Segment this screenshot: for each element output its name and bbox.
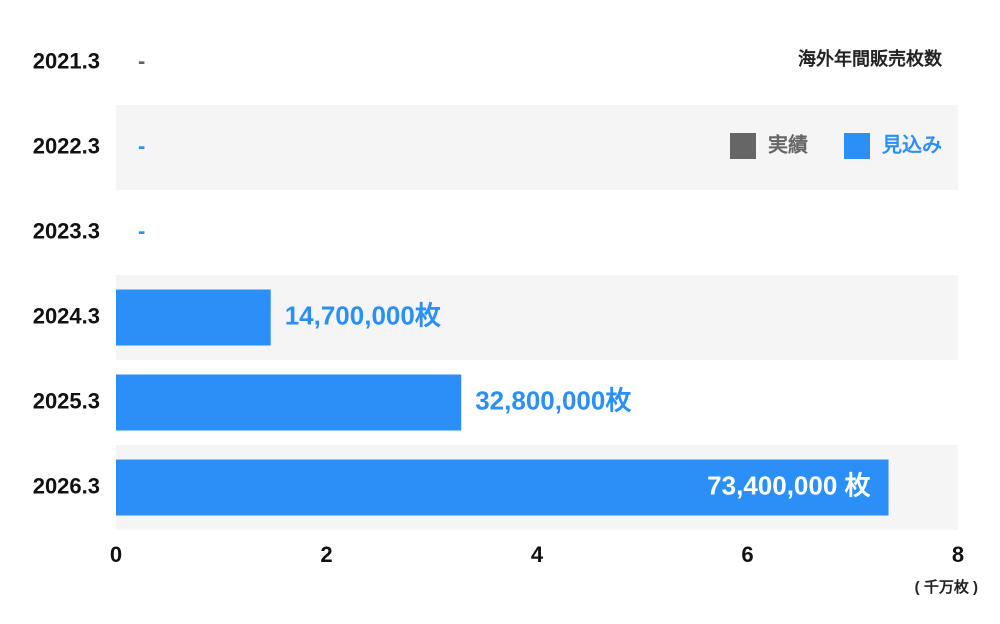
value-label: 73,400,000 枚 bbox=[707, 470, 870, 500]
legend-label: 見込み bbox=[882, 133, 942, 156]
value-label: 32,800,000枚 bbox=[475, 385, 631, 415]
x-axis-label: ( 千万枚 ) bbox=[915, 578, 978, 596]
y-tick-label: 2025.3 bbox=[33, 388, 100, 413]
y-tick-label: 2024.3 bbox=[33, 303, 100, 328]
value-label: - bbox=[138, 133, 145, 158]
value-label: - bbox=[138, 218, 145, 243]
y-tick-label: 2021.3 bbox=[33, 48, 100, 73]
legend-swatch bbox=[844, 133, 870, 159]
bar bbox=[116, 459, 889, 516]
bar bbox=[116, 289, 271, 346]
row-backgrounds bbox=[116, 20, 958, 530]
y-tick-label: 2022.3 bbox=[33, 133, 100, 158]
legend-swatch bbox=[730, 133, 756, 159]
value-label: 14,700,000枚 bbox=[285, 300, 441, 330]
x-tick-label: 6 bbox=[741, 542, 753, 567]
x-tick-label: 8 bbox=[952, 542, 964, 567]
chart-title: 海外年間販売枚数 bbox=[798, 48, 943, 69]
row-background bbox=[116, 105, 958, 190]
x-tick-label: 0 bbox=[110, 542, 122, 567]
x-tick-label: 2 bbox=[320, 542, 332, 567]
row-background bbox=[116, 20, 958, 105]
row-background bbox=[116, 190, 958, 275]
value-label: - bbox=[138, 48, 145, 73]
bar bbox=[116, 374, 462, 431]
x-tick-label: 4 bbox=[531, 542, 544, 567]
y-tick-label: 2023.3 bbox=[33, 218, 100, 243]
legend-label: 実績 bbox=[768, 132, 808, 156]
y-tick-label: 2026.3 bbox=[33, 473, 100, 498]
